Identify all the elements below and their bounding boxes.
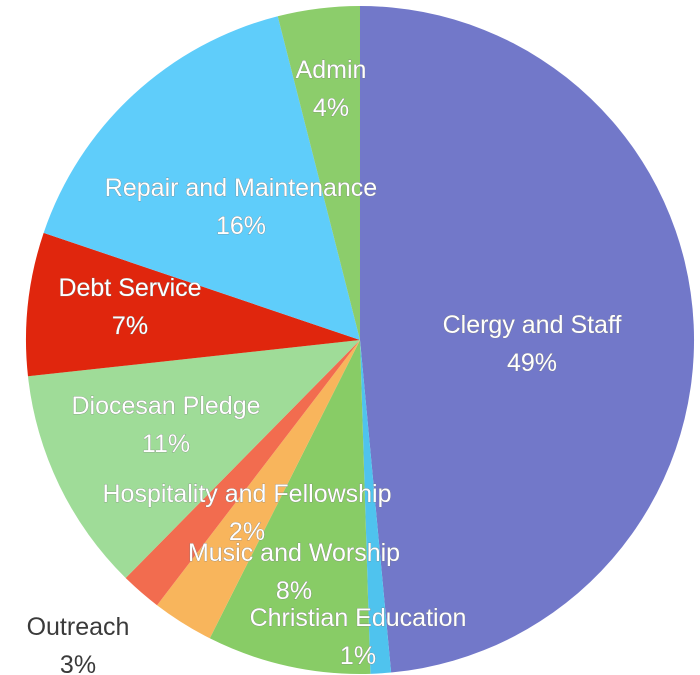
pie-labels: Clergy and Staff 49% Christian Education 1%… xyxy=(27,56,622,675)
pie-slice-music-and-worship xyxy=(209,340,371,675)
pie-slice-admin xyxy=(277,6,360,340)
pie-slice-diocesan-pledge xyxy=(27,340,360,578)
slice-percent-repair-and-maintenance: 16% xyxy=(216,212,266,240)
slice-label-christian-education: Christian Education xyxy=(250,604,467,632)
pie-slice-debt-service xyxy=(26,232,361,377)
slice-label-hospitality-and-fellowship: Hospitality and Fellowship xyxy=(102,480,391,508)
pie-slice-clergy-and-staff xyxy=(360,5,695,673)
slice-label-music-and-worship: Music and Worship xyxy=(188,539,400,567)
pie-slice-hospitality-and-fellowship xyxy=(125,340,360,606)
pie-slices xyxy=(26,5,695,675)
slice-percent-admin: 4% xyxy=(313,94,349,122)
slice-label-clergy-and-staff: Clergy and Staff xyxy=(443,311,622,339)
slice-percent-hospitality-and-fellowship: 2% xyxy=(229,518,265,546)
slice-label-repair-and-maintenance: Repair and Maintenance xyxy=(105,174,377,202)
slice-label-debt-service: Debt Service xyxy=(58,274,201,302)
pie-slice-outreach xyxy=(157,340,360,639)
slice-label-diocesan-pledge: Diocesan Pledge xyxy=(71,392,260,420)
pie-slice-christian-education xyxy=(360,340,392,674)
slice-percent-clergy-and-staff: 49% xyxy=(507,349,557,377)
slice-percent-christian-education: 1% xyxy=(340,642,376,670)
slice-percent-debt-service: 7% xyxy=(112,312,148,340)
slice-percent-outreach: 3% xyxy=(60,651,96,675)
slice-label-outreach: Outreach xyxy=(27,613,130,641)
slice-percent-music-and-worship: 8% xyxy=(276,577,312,605)
slice-label-admin: Admin xyxy=(296,56,367,84)
pie-slice-repair-and-maintenance xyxy=(43,16,360,340)
slice-percent-diocesan-pledge: 11% xyxy=(142,430,190,458)
